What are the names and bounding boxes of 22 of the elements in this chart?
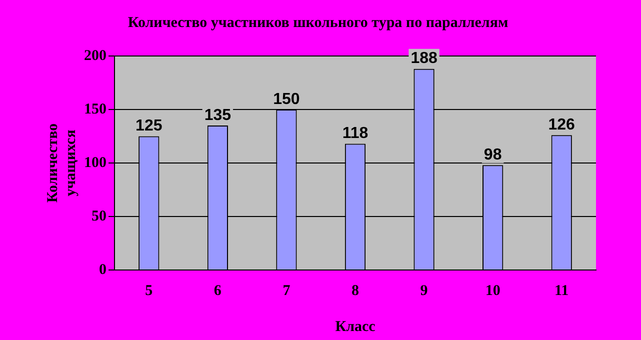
- data-label: 125: [136, 118, 162, 135]
- y-axis-title: Количество учащихся: [44, 123, 79, 203]
- x-tick-label: 10: [485, 282, 500, 299]
- x-tick-label: 5: [145, 282, 153, 299]
- x-tick-label: 11: [554, 282, 569, 299]
- data-label: 118: [342, 125, 368, 142]
- x-axis-title: Класс: [335, 318, 376, 335]
- x-tick-label: 7: [282, 282, 291, 299]
- y-tick-label: 150: [84, 101, 106, 118]
- data-label: 98: [484, 146, 502, 164]
- x-tick-label: 8: [352, 282, 359, 299]
- y-tick-label: 0: [99, 262, 106, 278]
- chart-title: Количество участников школьного тура по параллелям: [128, 14, 508, 31]
- data-label: 135: [204, 106, 232, 124]
- y-tick-label: 200: [84, 48, 106, 64]
- data-label: 150: [273, 90, 300, 108]
- data-label: 188: [410, 50, 438, 68]
- x-tick-label: 6: [214, 282, 222, 299]
- x-tick-label: 9: [420, 282, 428, 299]
- data-label: 126: [548, 116, 576, 134]
- y-tick-label: 50: [92, 208, 106, 224]
- y-tick-label: 100: [84, 154, 106, 171]
